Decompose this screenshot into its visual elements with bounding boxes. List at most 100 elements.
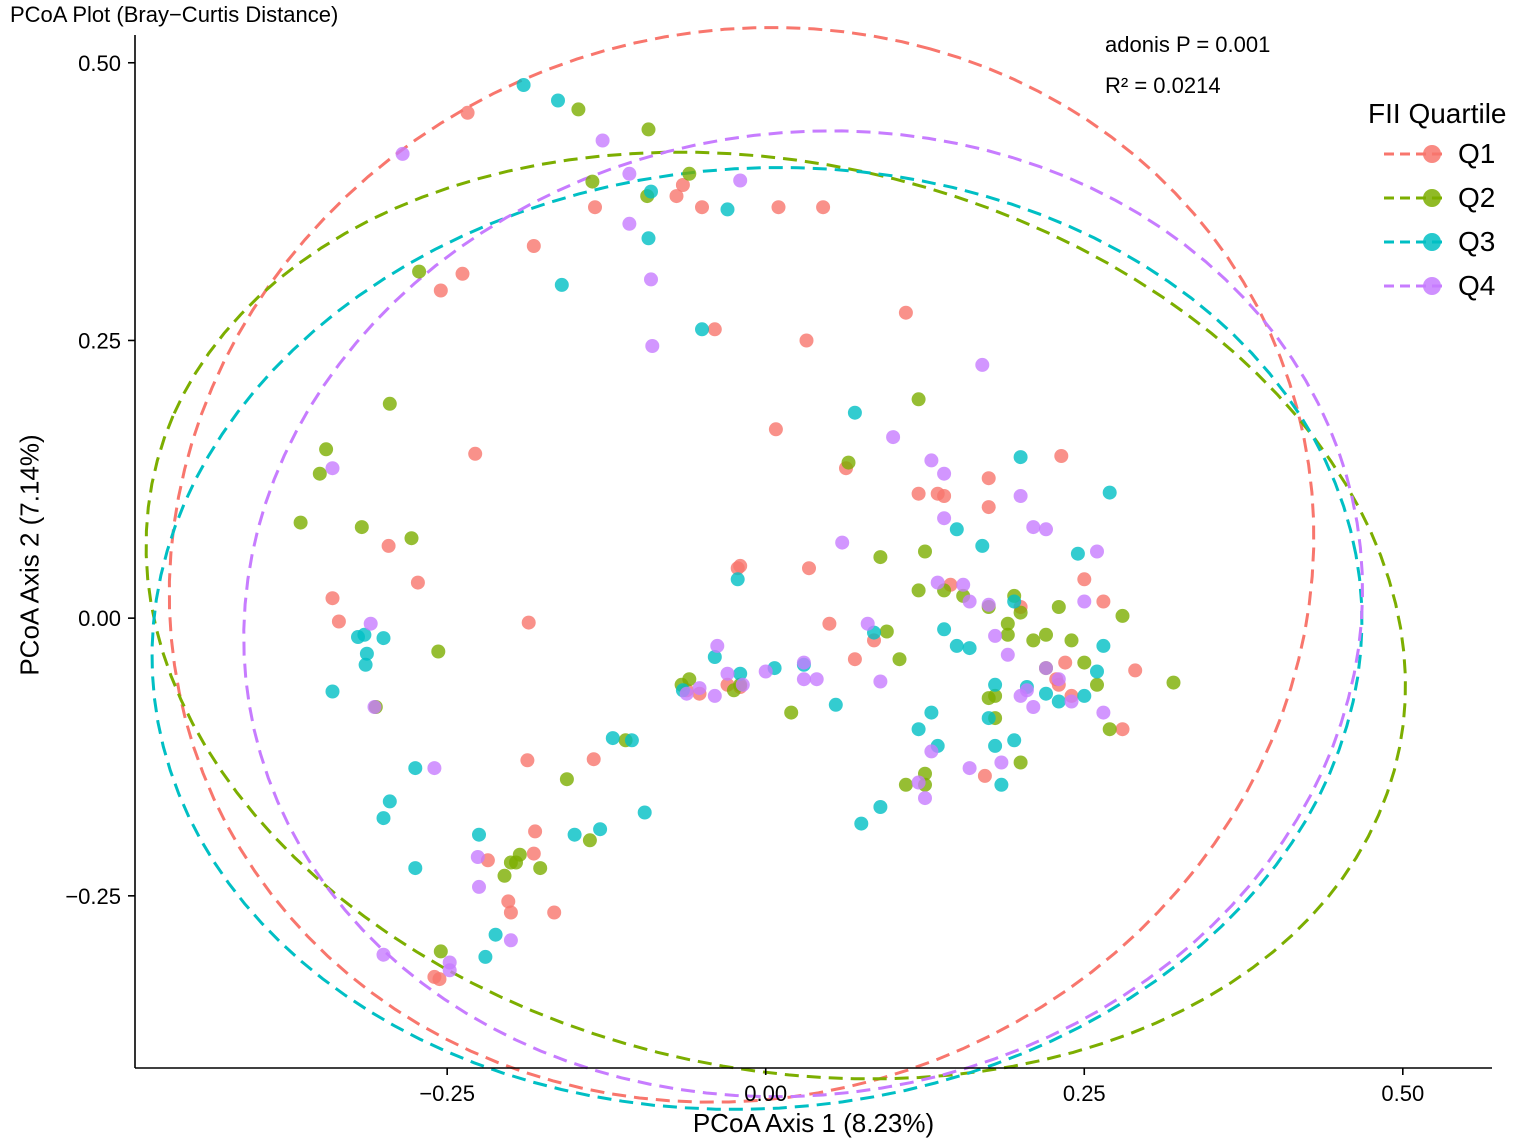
point-q4 (796, 672, 811, 687)
point-q4 (645, 339, 660, 353)
point-q4 (1096, 705, 1111, 720)
point-q3 (707, 650, 722, 664)
point-q1 (911, 486, 926, 501)
point-q3 (1013, 450, 1028, 465)
point-q2 (1077, 655, 1092, 670)
point-q4 (924, 453, 939, 468)
point-q3 (551, 93, 565, 108)
point-q4 (363, 616, 378, 631)
point-q1 (410, 575, 425, 590)
ellipse-q1 (167, 26, 1316, 1104)
point-q2 (354, 520, 369, 535)
point-q1 (501, 894, 516, 909)
point-q4 (975, 357, 990, 372)
point-q2 (892, 652, 907, 667)
point-q4 (1039, 522, 1053, 537)
point-q2 (879, 624, 894, 639)
point-q4 (472, 879, 486, 894)
legend-label: Q2 (1458, 182, 1496, 213)
legend-key-q4 (1384, 277, 1446, 295)
legend-dot (1423, 277, 1441, 295)
point-q3 (975, 538, 990, 553)
r-squared-annotation: R² = 0.0214 (1105, 73, 1221, 98)
point-q1 (1128, 663, 1143, 678)
point-q1 (526, 846, 541, 861)
point-q2 (682, 166, 697, 181)
legend-key-q1 (1384, 145, 1446, 163)
point-q1 (669, 189, 684, 204)
point-q2 (873, 550, 888, 565)
legend-dot (1423, 145, 1441, 163)
point-q2 (431, 644, 446, 659)
point-q3 (911, 722, 926, 737)
point-q2 (559, 772, 574, 787)
point-q3 (593, 822, 608, 837)
point-q4 (622, 216, 637, 231)
point-q4 (1026, 520, 1041, 535)
ellipse-q3 (150, 166, 1364, 1111)
point-q2 (1013, 755, 1028, 770)
point-q2 (1064, 633, 1079, 648)
point-q4 (395, 146, 410, 161)
point-q1 (898, 305, 913, 320)
point-q3 (1007, 594, 1022, 609)
point-q3 (994, 777, 1009, 792)
point-q3 (1090, 664, 1104, 679)
point-q1 (695, 200, 709, 215)
point-q1 (937, 489, 952, 503)
point-q2 (404, 531, 419, 546)
point-q4 (981, 597, 996, 612)
point-q2 (1115, 608, 1130, 623)
point-q3 (605, 731, 620, 746)
legend-title: FII Quartile (1368, 98, 1507, 129)
point-q1 (381, 538, 396, 553)
point-q4 (1026, 700, 1041, 714)
point-q3 (478, 949, 493, 964)
point-q3 (357, 627, 372, 642)
point-q1 (981, 471, 996, 486)
point-q1 (526, 239, 541, 253)
point-q3 (924, 705, 939, 720)
point-q4 (679, 686, 694, 701)
point-q2 (319, 442, 334, 457)
legend-item-q4: Q4 (1382, 266, 1532, 306)
chart-title: PCoA Plot (Bray−Curtis Distance) (10, 2, 339, 27)
point-q3 (988, 677, 1003, 692)
point-q3 (637, 805, 652, 820)
point-q2 (1013, 605, 1028, 620)
point-q4 (735, 677, 750, 692)
point-q1 (455, 266, 470, 281)
point-q1 (528, 824, 543, 839)
legend-label: Q3 (1458, 226, 1496, 257)
point-q1 (771, 200, 786, 215)
point-q2 (1090, 677, 1104, 692)
point-q2 (533, 861, 548, 876)
point-q1 (460, 105, 475, 120)
point-q3 (730, 572, 745, 587)
legend-key-q3 (1384, 233, 1446, 251)
legend-label: Q4 (1458, 270, 1496, 301)
y-tick-label: −0.25 (65, 884, 121, 909)
point-q4 (376, 947, 391, 962)
point-q2 (1166, 675, 1181, 690)
point-q4 (988, 628, 1003, 643)
point-q3 (554, 277, 569, 292)
point-q3 (359, 646, 374, 661)
point-q4 (367, 700, 382, 714)
point-q3 (949, 522, 964, 537)
point-q3 (854, 816, 869, 831)
point-q1 (521, 615, 536, 630)
point-q1 (733, 558, 748, 573)
point-q1 (1096, 594, 1111, 609)
point-q4 (918, 791, 932, 806)
point-q1 (547, 905, 562, 920)
point-q2 (412, 264, 427, 279)
point-q4 (692, 681, 707, 696)
point-q2 (293, 515, 308, 530)
point-q3 (695, 322, 709, 337)
point-q2 (1000, 616, 1015, 631)
point-q4 (595, 133, 610, 148)
point-q4 (994, 755, 1009, 770)
point-q3 (624, 733, 639, 748)
point-q2 (841, 455, 856, 470)
